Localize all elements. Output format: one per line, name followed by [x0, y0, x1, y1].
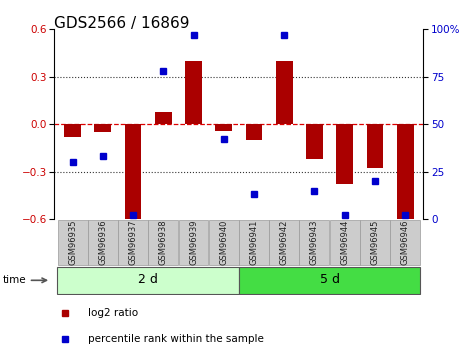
- Bar: [299, 220, 329, 265]
- Text: GSM96940: GSM96940: [219, 220, 228, 265]
- Text: GSM96937: GSM96937: [129, 219, 138, 265]
- Bar: [245, 124, 263, 140]
- Text: GSM96942: GSM96942: [280, 220, 289, 265]
- Text: GSM96944: GSM96944: [340, 220, 349, 265]
- Bar: [215, 124, 232, 130]
- Bar: [155, 111, 172, 124]
- Text: log2 ratio: log2 ratio: [88, 308, 138, 318]
- Bar: [58, 220, 88, 265]
- Bar: [390, 220, 420, 265]
- Bar: [125, 124, 141, 219]
- Text: GSM96945: GSM96945: [370, 220, 379, 265]
- Bar: [88, 220, 118, 265]
- Bar: [330, 220, 359, 265]
- Text: percentile rank within the sample: percentile rank within the sample: [88, 334, 263, 344]
- Bar: [209, 220, 239, 265]
- Text: time: time: [2, 275, 26, 285]
- Bar: [118, 220, 148, 265]
- Text: GSM96935: GSM96935: [68, 220, 77, 265]
- Bar: [185, 61, 202, 124]
- Text: GSM96939: GSM96939: [189, 220, 198, 265]
- Bar: [64, 124, 81, 137]
- Bar: [239, 220, 269, 265]
- Bar: [276, 61, 292, 124]
- Text: 5 d: 5 d: [320, 273, 340, 286]
- Bar: [306, 124, 323, 159]
- Text: GDS2566 / 16869: GDS2566 / 16869: [54, 16, 190, 30]
- Bar: [397, 124, 413, 219]
- Text: GSM96943: GSM96943: [310, 220, 319, 265]
- Bar: [95, 124, 111, 132]
- Bar: [149, 220, 178, 265]
- Text: GSM96936: GSM96936: [98, 219, 107, 265]
- Bar: [239, 267, 420, 294]
- Bar: [360, 220, 390, 265]
- Bar: [57, 267, 239, 294]
- Text: GSM96938: GSM96938: [159, 219, 168, 265]
- Bar: [178, 220, 209, 265]
- Text: GSM96946: GSM96946: [401, 220, 410, 265]
- Bar: [336, 124, 353, 184]
- Bar: [367, 124, 383, 168]
- Text: GSM96941: GSM96941: [249, 220, 258, 265]
- Text: 2 d: 2 d: [138, 273, 158, 286]
- Bar: [269, 220, 299, 265]
